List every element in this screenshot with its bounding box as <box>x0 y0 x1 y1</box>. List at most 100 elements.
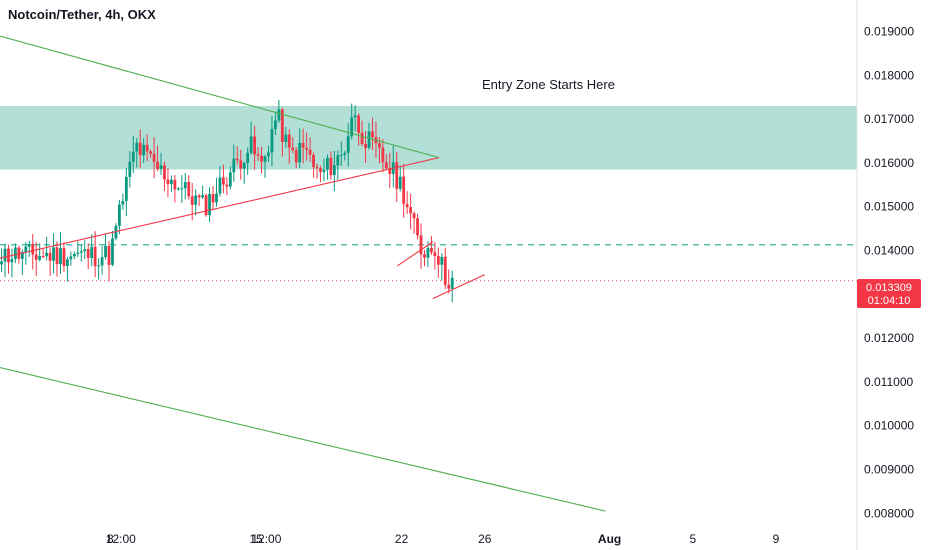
price-tick-label: 0.008000 <box>864 506 914 520</box>
candle <box>416 213 419 240</box>
candle-body <box>97 265 101 267</box>
candle <box>353 105 357 132</box>
candle <box>66 256 69 282</box>
candle <box>208 187 211 222</box>
candle <box>187 175 191 200</box>
trendline-3[interactable] <box>0 354 606 512</box>
candle-body <box>166 179 170 185</box>
candle <box>270 116 274 167</box>
candle-body <box>104 246 107 258</box>
candle <box>93 231 97 278</box>
trendline-2[interactable] <box>0 157 440 262</box>
candle-body <box>384 162 388 169</box>
candle <box>201 185 205 199</box>
candle-body <box>180 188 184 190</box>
candle <box>86 243 90 270</box>
candle <box>83 240 87 260</box>
candle <box>215 177 218 207</box>
candle-body <box>398 176 402 189</box>
candle-body <box>197 195 201 198</box>
candle-body <box>322 169 326 173</box>
trendline-4[interactable] <box>397 241 434 267</box>
candle-body <box>329 157 333 176</box>
candle-body <box>17 247 21 259</box>
candle-body <box>72 253 76 257</box>
entry-zone-band <box>0 105 857 170</box>
candle-body <box>201 195 205 198</box>
candle <box>322 158 326 182</box>
candle <box>222 164 225 194</box>
candle-body <box>440 256 444 265</box>
candle <box>436 247 440 278</box>
candle-body <box>395 162 399 189</box>
candle-body <box>170 179 173 185</box>
candle-body <box>59 248 62 265</box>
candle-body <box>41 256 45 258</box>
candle-body <box>256 154 260 156</box>
candle-body <box>436 256 440 265</box>
candle-body <box>357 115 361 133</box>
candle <box>319 165 322 183</box>
candle <box>395 151 399 202</box>
candle <box>170 175 173 192</box>
candle <box>447 269 451 294</box>
candle-body <box>124 176 128 201</box>
candle-body <box>55 247 59 265</box>
candle <box>360 120 364 147</box>
candle <box>163 161 166 191</box>
candle-body <box>138 142 142 156</box>
candle-body <box>367 131 371 148</box>
entry-zone-label: Entry Zone Starts Here <box>482 77 615 92</box>
candle-body <box>211 194 215 203</box>
candle-body <box>159 165 163 170</box>
candle <box>339 141 343 167</box>
candle <box>111 230 114 267</box>
candle-body <box>409 207 413 214</box>
candle <box>239 149 243 180</box>
candle-body <box>350 117 354 137</box>
candle-body <box>371 131 374 138</box>
time-tick-label: 5 <box>689 532 696 546</box>
time-tick-label: 9 <box>773 532 780 546</box>
candle <box>59 232 62 275</box>
candle-body <box>156 161 159 170</box>
candle-body <box>20 252 24 259</box>
trendline-5[interactable] <box>432 274 486 300</box>
trendline-1[interactable] <box>0 21 440 159</box>
candle <box>305 132 309 161</box>
candle-body <box>260 155 263 162</box>
candle-body <box>267 152 270 157</box>
candle-body <box>315 167 319 169</box>
candle <box>274 111 277 136</box>
candle <box>242 161 246 184</box>
candle <box>235 146 239 165</box>
candle <box>121 193 125 211</box>
price-axis[interactable]: 0.019000 0.018000 0.017000 0.016000 0.015000… <box>864 25 914 521</box>
candle <box>204 193 208 217</box>
candle-body <box>173 179 177 190</box>
candle <box>55 241 59 277</box>
candle <box>277 99 281 123</box>
price-badge-value: 0.013309 <box>866 282 912 294</box>
candle <box>14 243 17 264</box>
candle-body <box>308 149 312 155</box>
price-badge-box <box>857 279 921 308</box>
candle <box>336 150 340 180</box>
candle <box>419 223 423 269</box>
candle-body <box>152 153 156 162</box>
candle-body <box>378 143 381 148</box>
candle <box>364 131 367 164</box>
price-tick-label: 0.017000 <box>864 112 914 126</box>
candle <box>343 150 347 161</box>
candle <box>138 129 142 168</box>
candle <box>433 242 437 270</box>
candle-body <box>135 142 139 152</box>
candle <box>7 244 10 274</box>
candle-body <box>343 152 347 155</box>
candle-body <box>128 161 132 177</box>
candle-body <box>301 142 305 148</box>
candle <box>62 242 66 273</box>
candle <box>384 154 388 170</box>
